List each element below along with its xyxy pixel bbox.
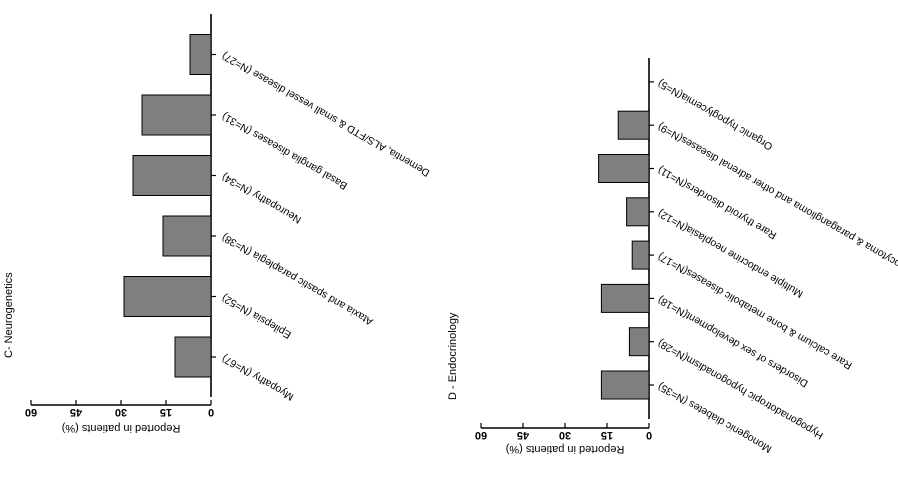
endocrinology-panel: 0 15 30 45 60 Reported in patients (%) D - End… <box>447 58 898 455</box>
endo-axis-label: Reported in patients (%) <box>506 443 625 455</box>
neuro-category-label: Neuropathy (N=34) <box>220 170 304 225</box>
neuro-bar <box>132 155 212 196</box>
endo-bar <box>600 283 650 313</box>
endo-tick-label: 15 <box>601 429 613 441</box>
neuro-tick-label: 60 <box>25 406 37 418</box>
endo-category-label: Rare thyroid disorders(N=11) <box>656 163 779 241</box>
neuro-category-label: Epilepsia (N=52) <box>220 291 293 340</box>
neuro-bar <box>162 215 212 257</box>
endo-bar <box>626 197 650 227</box>
neuro-category-label: Dementia, ALS/FTD & small vessel disease… <box>220 49 432 178</box>
neuro-tick-label: 45 <box>70 406 82 418</box>
neuro-tick-label: 30 <box>115 406 127 418</box>
neuro-axis-label: Reported in patients (%) <box>62 422 181 434</box>
neuro-bar <box>123 276 212 317</box>
endo-category-label: Multiple endocrine neoplasia(N=12) <box>656 207 805 300</box>
neuro-tick-label: 15 <box>160 406 172 418</box>
neuro-bar <box>141 94 212 136</box>
endo-tick-label: 45 <box>517 429 529 441</box>
endo-tick-label: 30 <box>559 429 571 441</box>
endo-tick-label: 60 <box>475 429 487 441</box>
endo-bar <box>600 370 650 400</box>
neuro-bar <box>174 336 212 378</box>
neuro-bar <box>189 34 212 75</box>
endo-bar <box>617 110 650 140</box>
endo-tick-label: 0 <box>646 429 652 441</box>
neuro-tick-label: 0 <box>208 406 214 418</box>
neuro-panel-title: C- Neurogenetics <box>3 272 15 358</box>
endo-bar <box>628 327 650 357</box>
neurogenetics-panel: 0 15 30 45 60 Reported in patients (%) C- Neur… <box>3 14 432 434</box>
endo-bar <box>631 240 650 270</box>
neuro-category-label: Myopathy (N=67) <box>220 352 296 403</box>
endo-panel-title: D - Endocrinology <box>447 312 459 400</box>
endo-category-label: Disorders of sex development(N=18) <box>656 293 810 389</box>
endo-bar <box>598 154 650 183</box>
